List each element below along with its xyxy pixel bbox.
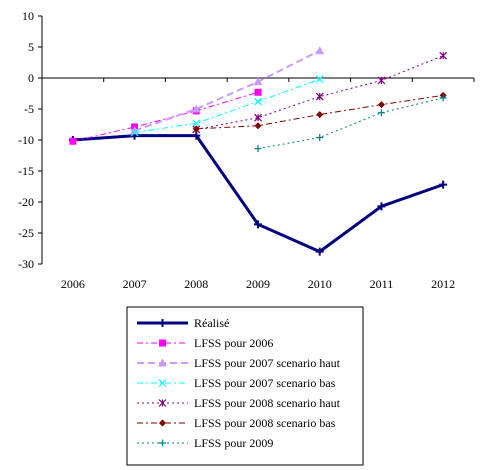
legend-label: LFSS pour 2007 scenario bas [194, 376, 336, 390]
legend-label: LFSS pour 2007 scenario haut [194, 356, 341, 370]
x-tick-label: 2008 [184, 277, 208, 291]
x-tick-label: 2012 [431, 277, 455, 291]
data-point-plus [254, 220, 262, 229]
data-point-star [158, 399, 167, 407]
legend-entry: LFSS pour 2009 [137, 436, 273, 450]
series-3 [130, 46, 325, 135]
legend-entry: LFSS pour 2007 scenario bas [137, 376, 336, 390]
x-tick-label: 2006 [61, 277, 85, 291]
series-line [196, 55, 444, 130]
y-tick-label: 10 [22, 9, 34, 23]
y-tick-label: -10 [18, 133, 34, 147]
y-tick-label: -20 [18, 195, 34, 209]
legend-entry: LFSS pour 2007 scenario haut [137, 356, 341, 370]
data-point-star [315, 92, 324, 101]
legend-label: LFSS pour 2008 scenario bas [194, 416, 336, 430]
data-point-star [254, 113, 262, 122]
data-point-plus [192, 131, 201, 140]
data-point-diamond [254, 122, 262, 130]
chart-series [68, 46, 448, 256]
data-point-plus [315, 247, 324, 256]
y-tick-label: 5 [28, 40, 34, 54]
data-point-x [158, 379, 167, 387]
y-tick-label: -30 [18, 257, 34, 271]
data-point-plus [439, 180, 448, 189]
series-7 [254, 94, 447, 153]
series-line [134, 78, 320, 134]
series-line [72, 91, 259, 142]
chart-axes: 10 5 0 -5 -10 -15 -20 -25 -30 2006 2007 2008 2009 201… [18, 9, 475, 291]
y-tick-label: 0 [28, 71, 34, 85]
data-point-triangle [253, 77, 263, 86]
data-point-x [254, 97, 262, 106]
data-point-diamond [159, 419, 166, 427]
legend-entry: LFSS pour 2006 [137, 336, 273, 350]
y-tick-label: -15 [18, 164, 34, 178]
data-point-star [439, 51, 448, 60]
series-5 [192, 51, 448, 134]
x-tick-label: 2009 [246, 277, 270, 291]
y-tick-label: -5 [24, 102, 34, 116]
series-6 [192, 91, 447, 133]
data-point-plus [377, 109, 385, 117]
data-point-plus [254, 145, 262, 153]
chart-legend: Réalisé LFSS pour 2006 LFSS pour 2007 scen… [126, 306, 364, 466]
data-point-plus [159, 439, 166, 447]
series-line [72, 134, 444, 254]
legend-label: LFSS pour 2009 [194, 436, 273, 450]
data-point-diamond [377, 101, 385, 109]
legend-label: LFSS pour 2006 [194, 336, 273, 350]
data-point-square [254, 88, 262, 96]
series-line [257, 97, 444, 150]
series-4 [130, 75, 324, 137]
data-point-square [69, 137, 77, 145]
legend-entry: LFSS pour 2008 scenario bas [137, 416, 336, 430]
data-point-diamond [192, 125, 200, 133]
x-tick-label: 2007 [123, 277, 147, 291]
data-point-plus [377, 202, 386, 211]
data-point-x [192, 119, 201, 128]
data-point-x [315, 75, 324, 84]
legend-entry: LFSS pour 2008 scenario haut [137, 396, 341, 410]
data-point-star [377, 76, 386, 85]
x-tick-label: 2011 [370, 277, 394, 291]
data-point-plus [158, 319, 167, 327]
data-point-diamond [316, 111, 324, 119]
x-tick-label: 2010 [308, 277, 332, 291]
data-point-triangle [158, 358, 167, 367]
series-line [134, 49, 321, 132]
data-point-square [159, 339, 166, 347]
legend-label: Réalisé [194, 316, 229, 330]
data-point-plus [439, 94, 447, 102]
legend-label: LFSS pour 2008 scenario haut [194, 396, 341, 410]
data-point-triangle [191, 104, 201, 113]
data-point-plus [316, 134, 324, 142]
data-point-triangle [315, 46, 325, 55]
data-point-x [130, 128, 139, 137]
y-tick-label: -25 [18, 226, 34, 240]
legend-entry: Réalisé [137, 316, 229, 330]
